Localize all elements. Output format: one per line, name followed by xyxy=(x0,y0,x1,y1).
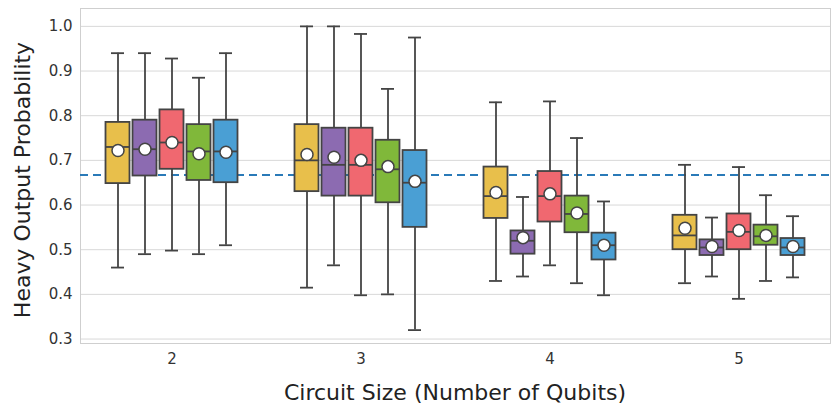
svg-text:0.9: 0.9 xyxy=(49,62,73,80)
html-text:Heavy Output Probability: Heavy Output Probability xyxy=(9,41,35,319)
svg-text:5: 5 xyxy=(734,350,744,368)
svg-text:0.5: 0.5 xyxy=(49,241,73,259)
svg-text:0.4: 0.4 xyxy=(49,285,73,303)
svg-text:4: 4 xyxy=(545,350,555,368)
html-text:Circuit Size (Number of Qubits: Circuit Size (Number of Qubits) xyxy=(283,380,627,405)
svg-text:1.0: 1.0 xyxy=(49,17,73,35)
svg-text:3: 3 xyxy=(356,350,366,368)
svg-text:2: 2 xyxy=(167,350,177,368)
svg-text:0.7: 0.7 xyxy=(49,151,73,169)
svg-text:0.6: 0.6 xyxy=(49,196,73,214)
svg-text:0.8: 0.8 xyxy=(49,107,73,125)
svg-text:0.3: 0.3 xyxy=(49,330,73,348)
